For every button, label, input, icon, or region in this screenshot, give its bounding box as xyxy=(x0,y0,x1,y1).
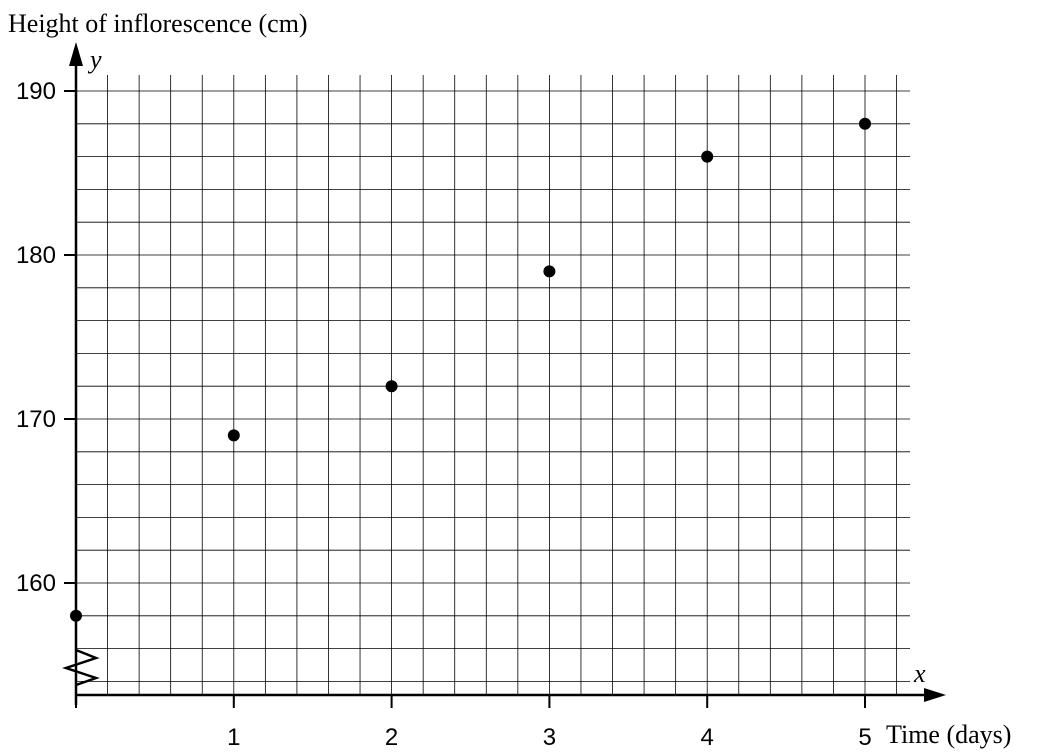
x-tick-label: 1 xyxy=(227,724,240,751)
y-axis-break xyxy=(62,648,100,687)
x-tick-label: 3 xyxy=(543,724,556,751)
grid xyxy=(76,75,910,695)
y-axis-title: Height of inflorescence (cm) xyxy=(8,9,308,38)
data-point xyxy=(385,380,398,393)
x-tick-label: 5 xyxy=(858,724,871,751)
y-axis-letter: y xyxy=(87,45,102,74)
y-tick-label: 190 xyxy=(16,78,56,105)
x-axis-arrow xyxy=(924,688,946,702)
data-point xyxy=(227,429,240,442)
x-tick-label: 4 xyxy=(701,724,714,751)
data-point xyxy=(543,265,556,278)
y-axis-arrow xyxy=(69,42,83,66)
x-tick-label: 2 xyxy=(385,724,398,751)
tick-labels: 1 2 3 4 5 160 170 180 190 xyxy=(16,78,872,751)
y-tick-label: 180 xyxy=(16,242,56,269)
data-point xyxy=(701,150,714,163)
x-axis-letter: x xyxy=(913,659,926,688)
y-tick-label: 160 xyxy=(16,570,56,597)
x-axis-title: Time (days) xyxy=(886,720,1011,749)
data-points xyxy=(70,117,871,622)
axes xyxy=(62,42,946,708)
data-point xyxy=(859,117,871,130)
y-tick-label: 170 xyxy=(16,406,56,433)
data-point xyxy=(70,609,82,622)
